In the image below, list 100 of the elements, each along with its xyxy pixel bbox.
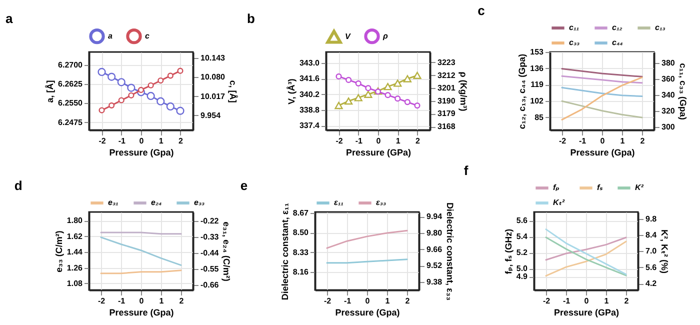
point [118,97,124,104]
x-axis-title: Pressure (Gpa) [109,308,174,318]
y2-tick-label: 9.52 [426,261,443,270]
x-tick-label: 0 [139,136,144,146]
point [346,76,352,83]
x-tick-label: 2 [405,296,410,306]
x-tick-label: -1 [344,296,352,306]
y-tick-label: 4.9 [516,272,528,282]
y-axis-title: a, [Å] [45,80,56,103]
legend-label: c₁₃ [655,23,666,32]
y-axis-title: fₚ, fₛ (GHz) [503,228,514,274]
legend-label: c₁₂ [612,23,622,32]
x-tick-label: 1 [158,136,164,146]
y2-tick-label: 3179 [438,109,456,118]
y2-tick-label: 360 [662,74,676,84]
y-tick-label: 5.0 [516,264,528,274]
y2-tick-label: 3223 [438,58,456,67]
x-tick-label: 1 [604,296,610,306]
y2-tick-label: 8.4 [646,230,658,240]
legend-label: e₃₁ [108,198,119,207]
y2-tick-label: 5.6 [646,262,658,272]
line-series [561,75,643,84]
point [98,68,106,76]
x-tick-label: -2 [324,296,332,306]
y2-tick-label: 3190 [438,96,456,106]
y2-tick-label: 10.143 [200,54,226,63]
x-tick-label: -2 [98,296,106,306]
legend-label: c₃₃ [569,38,580,47]
y-tick-label: 1.80 [66,216,84,226]
y2-tick-label: 4.2 [646,279,658,288]
point [108,72,116,81]
y-tick-label: 8.33 [292,248,310,257]
x-tick-label: -1 [562,296,571,306]
y2-axis-title: ρ (Kg/m³) [458,72,468,112]
point [403,75,412,82]
legend-label: c [145,31,150,40]
point [364,90,372,98]
line-series [561,100,643,118]
y-tick-label: 6.2550 [58,98,84,108]
point [344,97,353,105]
y-axis-title: e₃₃ (C/m²) [54,230,64,272]
point [355,80,362,86]
x-tick-label: 1 [385,296,390,306]
y-axis-title: Dielectric constant, ε₁₁ [280,202,290,300]
chart-title: a [6,11,14,26]
x-tick-label: -2 [558,136,567,146]
point [148,82,154,88]
y-tick-label: 337.4 [299,121,320,130]
y2-tick-label: -0.22 [200,216,220,226]
x-tick-label: 1 [620,136,626,146]
y-tick-label: 102 [530,96,544,106]
y-tick-label: 153 [530,48,544,56]
y-axis-title: V, (Å³) [286,78,296,104]
point [156,97,165,106]
point [127,84,136,92]
y-tick-label: 1.08 [66,278,84,288]
line-series [561,68,643,78]
x-tick-label: -1 [118,296,126,306]
y2-axis-title: K², Kₜ² (%) [660,230,670,274]
legend-label: c₁₁ [569,23,580,32]
x-tick-label: -1 [578,136,587,146]
y-tick-label: 340.2 [299,90,320,99]
y2-tick-label: 9.80 [426,228,443,238]
point [146,92,155,100]
x-axis-title: Pressure (Gpa) [570,148,635,158]
chart-title: e [240,178,248,193]
point [384,82,392,90]
y2-tick-label: 300 [662,122,676,132]
y-tick-label: 343.0 [299,58,320,68]
y2-axis-title: c₁₁, c₃₃ (Gpa) [678,63,688,120]
x-tick-label: 2 [640,136,646,146]
y2-tick-label: 340 [662,90,676,100]
x-tick-label: 1 [396,136,401,146]
point [394,96,401,102]
y-tick-label: 341.6 [299,74,320,84]
x-tick-label: 0 [139,296,144,306]
line-series [326,230,408,249]
legend-label: a [108,31,113,40]
y-tick-label: 8.67 [292,208,310,218]
y2-tick-label: 380 [662,58,676,68]
point [117,78,126,86]
x-tick-label: 0 [376,136,382,146]
y-tick-label: 5.2 [516,248,528,258]
point [404,99,410,106]
y2-tick-label: 9.954 [200,110,222,120]
x-tick-label: 2 [416,136,421,146]
legend-label: fₛ [597,183,603,192]
point [98,107,105,114]
y-tick-label: 6.2475 [58,118,84,127]
legend-label: ε₃₃ [376,198,386,207]
y2-tick-label: 9.38 [426,277,443,286]
line-series [561,86,643,98]
x-tick-label: -1 [355,136,363,146]
point [176,106,184,115]
y2-tick-label: 7.0 [646,246,658,256]
x-tick-label: 2 [624,296,630,306]
line-series [100,236,182,266]
point [354,94,362,102]
point [166,102,174,111]
x-axis-title: Pressure (Gpa) [109,148,174,158]
